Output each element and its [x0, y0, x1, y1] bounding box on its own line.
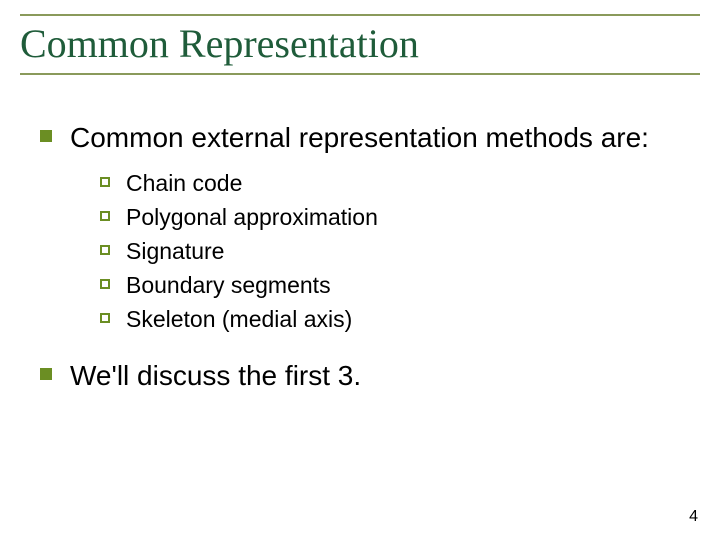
- hollow-square-bullet-icon: [100, 245, 110, 255]
- bullet-text: We'll discuss the first 3.: [70, 358, 361, 393]
- page-number: 4: [689, 508, 698, 526]
- title-rule-top: [20, 14, 700, 16]
- bullet-lvl2: Boundary segments: [100, 271, 680, 301]
- bullet-lvl1: Common external representation methods a…: [40, 120, 680, 155]
- bullet-text: Boundary segments: [126, 271, 331, 301]
- bullet-text: Signature: [126, 237, 224, 267]
- bullet-lvl2: Signature: [100, 237, 680, 267]
- title-rule-bottom: [20, 73, 700, 75]
- sublist: Chain code Polygonal approximation Signa…: [100, 169, 680, 334]
- slide-body: Common external representation methods a…: [40, 120, 680, 407]
- title-block: Common Representation: [20, 14, 700, 75]
- hollow-square-bullet-icon: [100, 177, 110, 187]
- bullet-lvl2: Chain code: [100, 169, 680, 199]
- bullet-lvl2: Polygonal approximation: [100, 203, 680, 233]
- slide: Common Representation Common external re…: [0, 0, 720, 540]
- square-bullet-icon: [40, 130, 52, 142]
- bullet-lvl2: Skeleton (medial axis): [100, 305, 680, 335]
- slide-title: Common Representation: [20, 18, 700, 73]
- bullet-text: Common external representation methods a…: [70, 120, 649, 155]
- hollow-square-bullet-icon: [100, 279, 110, 289]
- bullet-lvl1: We'll discuss the first 3.: [40, 358, 680, 393]
- square-bullet-icon: [40, 368, 52, 380]
- hollow-square-bullet-icon: [100, 313, 110, 323]
- bullet-text: Skeleton (medial axis): [126, 305, 352, 335]
- hollow-square-bullet-icon: [100, 211, 110, 221]
- bullet-text: Polygonal approximation: [126, 203, 378, 233]
- bullet-text: Chain code: [126, 169, 242, 199]
